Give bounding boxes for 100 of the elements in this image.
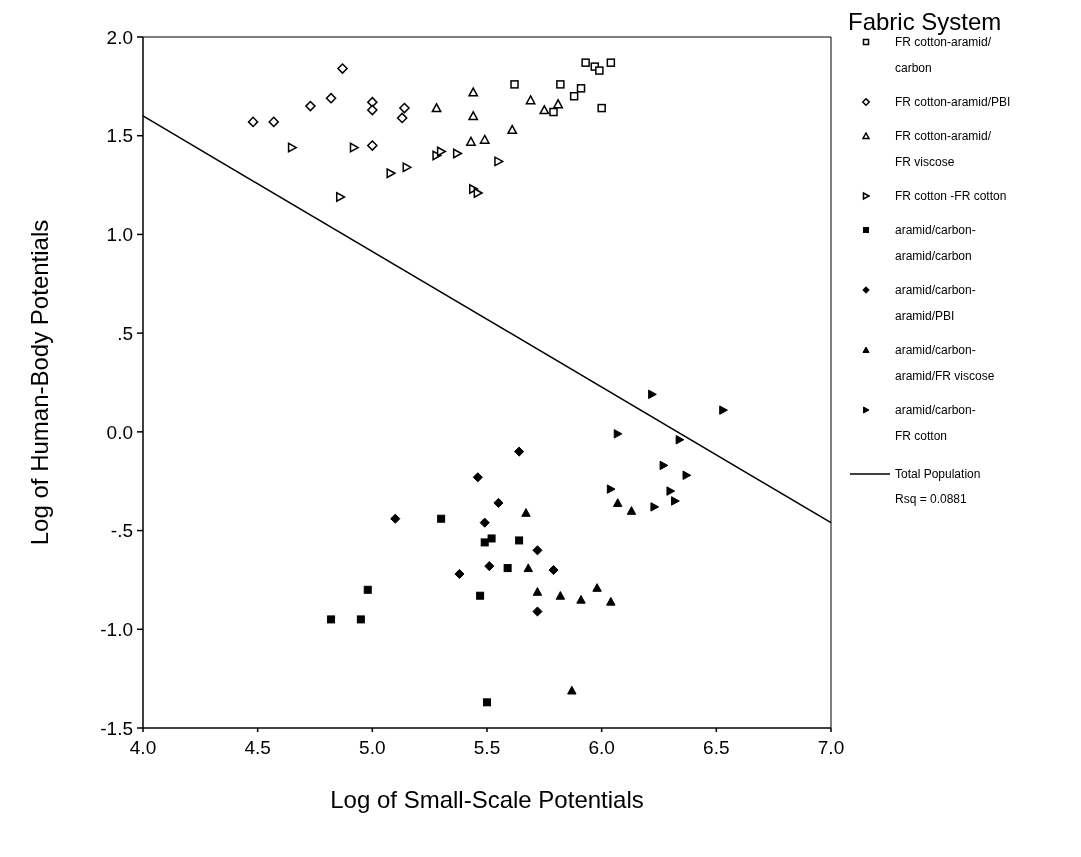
legend-title: Fabric System (848, 8, 1002, 35)
point (606, 58, 616, 67)
x-tick-label: 6.5 (703, 737, 730, 758)
point (452, 148, 463, 159)
point (363, 585, 372, 594)
point (555, 591, 566, 600)
point (650, 502, 660, 512)
point (626, 506, 637, 515)
point (476, 591, 485, 600)
point (396, 112, 408, 124)
legend-label: Total Population (895, 467, 981, 481)
x-tick-label: 5.5 (473, 737, 501, 758)
point (390, 513, 401, 524)
point (466, 136, 476, 146)
point (337, 63, 348, 74)
point (659, 460, 669, 471)
point (576, 594, 586, 604)
point (671, 496, 680, 506)
point (287, 142, 298, 153)
point (675, 435, 685, 445)
point (514, 446, 525, 457)
point (606, 484, 616, 494)
point (493, 497, 504, 508)
point (515, 536, 524, 545)
point (367, 104, 378, 116)
point (682, 470, 692, 480)
y-tick-label: -1.5 (100, 717, 133, 739)
point (507, 124, 518, 135)
x-tick-label: 6.0 (588, 737, 615, 758)
point (479, 517, 490, 528)
point (487, 534, 496, 543)
point (386, 168, 396, 179)
x-tick-label: 7.0 (817, 737, 845, 758)
point (402, 162, 412, 173)
legend-label: FR cotton-aramid/carbon (895, 35, 992, 75)
point (532, 587, 543, 596)
point (569, 91, 579, 101)
point (472, 472, 483, 483)
x-tick-label: 4.5 (244, 737, 271, 758)
point (666, 486, 676, 496)
point (553, 99, 564, 109)
point (576, 84, 586, 93)
point (473, 188, 483, 198)
point (532, 606, 543, 617)
legend-label: FR cotton-aramid/FR viscose (895, 129, 992, 169)
x-tick-label: 5.0 (359, 737, 386, 758)
point (525, 95, 536, 105)
point (484, 561, 495, 572)
legend-label: FR cotton -FR cotton (895, 189, 1007, 203)
point (597, 103, 606, 113)
y-tick-label: 0.0 (106, 421, 133, 443)
point (437, 514, 446, 523)
legend-label: aramid/carbon-aramid/PBI (895, 283, 976, 323)
point (503, 564, 512, 573)
point (480, 538, 489, 547)
point (483, 698, 491, 707)
point (494, 156, 504, 167)
point (247, 116, 259, 128)
y-axis-title: Log of Human-Body Potentials (26, 219, 53, 546)
y-tick-label: -1.0 (100, 618, 133, 640)
point (367, 96, 378, 108)
y-tick-label: 1.5 (106, 125, 133, 147)
point (468, 111, 479, 121)
y-tick-label: -.5 (110, 520, 133, 542)
point (606, 596, 616, 606)
point (556, 80, 565, 89)
point (719, 405, 728, 415)
point (431, 103, 442, 113)
point (549, 107, 558, 117)
point (356, 615, 365, 624)
point (367, 140, 378, 151)
point (349, 142, 359, 153)
legend-label: aramid/carbon-aramid/carbon (895, 223, 976, 263)
point (399, 102, 410, 114)
point (595, 66, 604, 75)
y-tick-label: .5 (117, 322, 133, 344)
x-tick-label: 4.0 (129, 737, 157, 758)
point (567, 685, 577, 695)
point (523, 563, 533, 573)
point (548, 565, 559, 576)
point (268, 116, 280, 128)
x-axis-title: Log of Small-Scale Potentials (330, 786, 644, 813)
legend-label: aramid/carbon-aramid/FR viscose (895, 343, 995, 383)
point (325, 92, 337, 104)
point (581, 58, 590, 67)
point (479, 134, 490, 144)
point (521, 508, 531, 517)
point (532, 545, 543, 556)
point (510, 80, 519, 89)
point (539, 105, 550, 115)
point (327, 615, 336, 624)
point (335, 191, 346, 202)
point (592, 583, 602, 592)
legend-label: FR cotton-aramid/PBI (895, 95, 1011, 109)
point (454, 568, 465, 580)
text: Rsq = 0.0881 (895, 492, 968, 506)
point (648, 389, 657, 400)
point (436, 146, 447, 157)
point (468, 87, 479, 97)
point (305, 100, 316, 112)
